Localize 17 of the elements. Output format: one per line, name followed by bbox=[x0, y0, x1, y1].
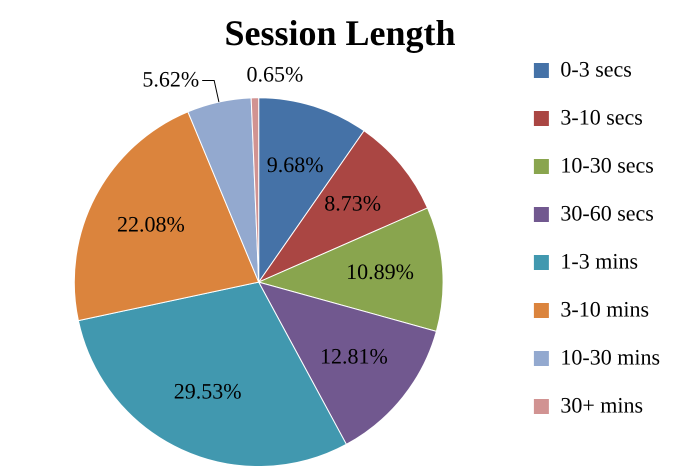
data-label: 8.73% bbox=[324, 190, 382, 216]
data-label: 5.62% bbox=[142, 66, 200, 92]
legend-label: 30-60 secs bbox=[560, 200, 654, 226]
data-label: 12.81% bbox=[320, 344, 388, 369]
data-label: 29.53% bbox=[174, 378, 242, 404]
chart-title: Session Length bbox=[224, 12, 456, 53]
legend-label: 10-30 secs bbox=[560, 152, 654, 178]
legend-label: 1-3 mins bbox=[560, 248, 638, 274]
data-label: 0.65% bbox=[246, 62, 304, 87]
data-label: 10.89% bbox=[346, 259, 414, 284]
legend-label: 30+ mins bbox=[560, 392, 644, 418]
legend-label: 3-10 secs bbox=[560, 104, 643, 130]
legend-label: 3-10 mins bbox=[560, 296, 650, 322]
legend-label: 0-3 secs bbox=[560, 56, 632, 82]
legend-label: 10-30 mins bbox=[560, 344, 660, 370]
data-label: 9.68% bbox=[266, 152, 324, 177]
data-label: 22.08% bbox=[117, 211, 185, 236]
